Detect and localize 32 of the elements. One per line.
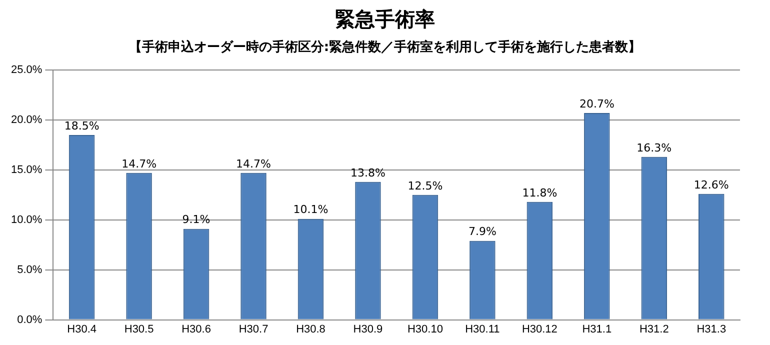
y-tick-label: 0.0% (17, 314, 42, 326)
x-tick-label: H30.6 (182, 323, 211, 336)
y-tick-label: 20.0% (10, 114, 42, 126)
data-label: 12.5% (408, 179, 443, 192)
y-tick-label: 25.0% (10, 64, 42, 76)
chart-subtitle: 【手術申込オーダー時の手術区分:緊急件数／手術室を利用して手術を施行した患者数】 (128, 38, 642, 56)
x-tick-label: H30.10 (407, 323, 443, 336)
data-label: 7.9% (468, 225, 496, 238)
x-tick-label: H30.11 (465, 323, 500, 336)
x-tick-label: H30.8 (296, 323, 326, 336)
y-tick-label: 15.0% (10, 164, 42, 176)
x-tick-label: H30.4 (67, 323, 96, 336)
y-tick-label: 5.0% (17, 264, 42, 276)
x-tick-label: H30.7 (238, 323, 268, 336)
chart-title: 緊急手術率 (334, 6, 436, 33)
data-label: 18.5% (64, 119, 100, 132)
x-tick-label: H31.1 (582, 323, 612, 336)
data-label: 11.8% (522, 186, 558, 200)
data-label: 16.3% (636, 141, 672, 154)
data-label: 12.6% (694, 178, 729, 192)
data-label: 13.8% (350, 166, 386, 180)
x-tick-label: H30.5 (124, 323, 154, 336)
data-label: 9.1% (182, 213, 210, 226)
data-label: 20.7% (579, 97, 614, 110)
y-tick-label: 10.0% (10, 214, 42, 226)
data-label: 10.1% (293, 203, 328, 216)
x-tick-label: H31.3 (696, 323, 726, 336)
x-tick-label: H30.12 (522, 323, 558, 336)
data-label: 14.7% (236, 157, 271, 170)
x-tick-label: H30.9 (353, 323, 383, 336)
x-tick-label: H31.2 (639, 323, 669, 336)
data-label: 14.7% (122, 157, 157, 170)
